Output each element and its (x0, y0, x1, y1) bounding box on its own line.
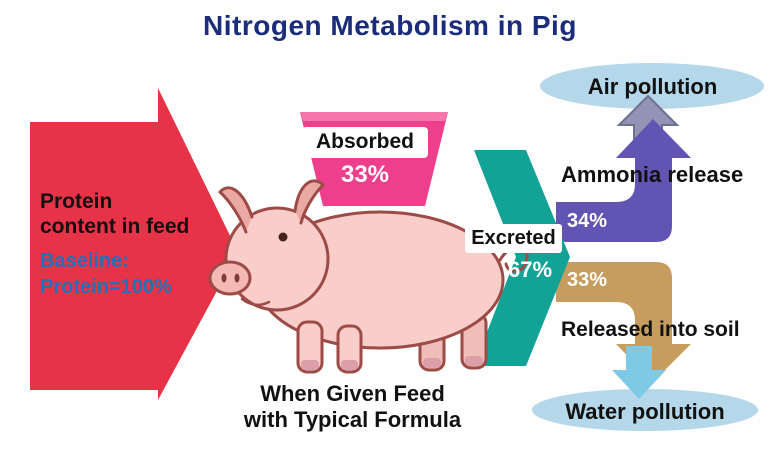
pig-hoof-3 (423, 358, 441, 368)
absorbed-funnel-highlight (300, 112, 448, 121)
pig-hoof-1 (301, 360, 319, 370)
feed-label-line1: Protein (40, 190, 113, 213)
absorbed-label: Absorbed (302, 127, 428, 158)
pig-hoof-2 (341, 360, 358, 370)
pig-snout (208, 260, 252, 296)
released-into-soil-label: Released into soil (561, 318, 740, 341)
pig-nostril-left (221, 273, 227, 283)
excreted-label: Excreted (465, 224, 562, 253)
excreted-value: 67% (507, 257, 553, 282)
pig-hoof-4 (465, 356, 483, 366)
ammonia-arrow (556, 119, 691, 242)
caption-line2: with Typical Formula (243, 407, 462, 432)
soil-arrow (556, 262, 691, 382)
down-arrow-icon (612, 346, 666, 399)
pig-illustration (208, 179, 529, 374)
air-pollution-label: Air pollution (587, 74, 718, 99)
air-pollution-ellipse (540, 63, 764, 109)
baseline-label-line1: Baseline: (40, 250, 129, 272)
pig-front-leg-a (296, 320, 324, 374)
caption-line1: When Given Feed (260, 381, 445, 406)
baseline-label-line2: Protein=100% (40, 276, 172, 298)
pig-head (224, 206, 330, 312)
feed-label-line2: content in feed (40, 215, 190, 238)
released-into-soil-value: 33% (566, 269, 608, 291)
ammonia-release-label: Ammonia release (561, 162, 744, 187)
absorbed-value: 33% (340, 161, 390, 188)
water-pollution-ellipse (532, 389, 758, 431)
pig-eye (278, 232, 288, 242)
feed-arrow (30, 88, 238, 400)
pig-mouth (240, 297, 271, 307)
pig-nostril-right (234, 273, 240, 283)
diagram-title: Nitrogen Metabolism in Pig (203, 10, 577, 41)
pig-ear-right (293, 179, 325, 225)
pig-ear-left (218, 186, 254, 234)
ammonia-release-value: 34% (566, 210, 608, 232)
excreted-arrow (474, 150, 570, 366)
water-pollution-label: Water pollution (565, 399, 725, 424)
